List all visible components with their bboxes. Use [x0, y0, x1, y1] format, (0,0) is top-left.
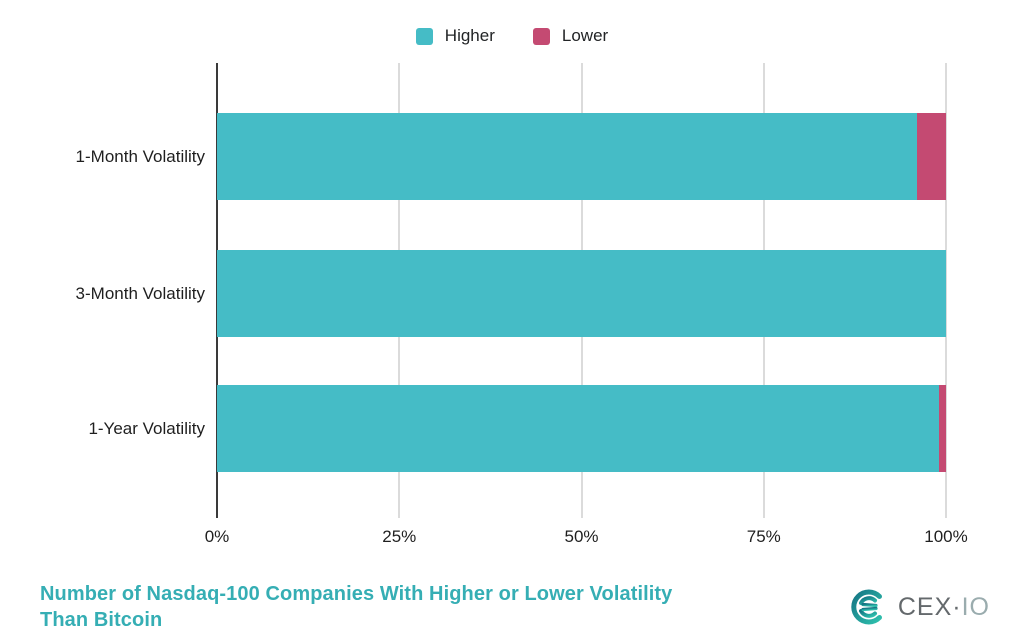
brand-wordmark: CEX·IO — [898, 593, 990, 622]
legend-label: Lower — [561, 26, 609, 45]
chart-legend: Higher Lower — [0, 22, 1024, 50]
legend-item-lower: Lower — [532, 26, 609, 46]
x-tick-label: 75% — [746, 527, 781, 546]
bar-segment-higher — [217, 250, 946, 337]
chart-title: Number of Nasdaq-100 Companies With High… — [40, 581, 672, 633]
cexio-logo-icon — [851, 589, 882, 625]
chart-title-line1: Number of Nasdaq-100 Companies With High… — [40, 583, 673, 605]
legend-item-higher: Higher — [415, 26, 495, 46]
brand-logo: CEX·IO — [849, 587, 990, 627]
bar-row-2 — [217, 250, 946, 337]
plot-area — [216, 63, 947, 518]
category-label: 3-Month Volatility — [75, 283, 205, 303]
brand-wordmark-suffix: IO — [961, 592, 990, 621]
x-tick-label: 50% — [564, 527, 599, 546]
bar-segment-lower — [938, 385, 946, 472]
legend-label: Higher — [444, 26, 495, 45]
gridline-100 — [945, 63, 947, 518]
x-tick-label: 100% — [924, 527, 968, 546]
category-label: 1-Month Volatility — [75, 146, 205, 166]
brand-wordmark-main: CEX — [897, 592, 953, 621]
category-label: 1-Year Volatility — [88, 418, 205, 438]
legend-swatch-icon — [415, 27, 433, 45]
brand-wordmark-dot: · — [952, 592, 962, 621]
bar-segment-higher — [217, 113, 917, 200]
bar-segment-higher — [217, 385, 939, 472]
chart-title-line2: Than Bitcoin — [40, 609, 163, 631]
x-tick-label: 25% — [382, 527, 417, 546]
x-tick-label: 0% — [204, 527, 230, 546]
bar-segment-lower — [916, 113, 946, 200]
bar-row-3 — [217, 385, 946, 472]
legend-swatch-icon — [532, 27, 550, 45]
bar-row-1 — [217, 113, 946, 200]
